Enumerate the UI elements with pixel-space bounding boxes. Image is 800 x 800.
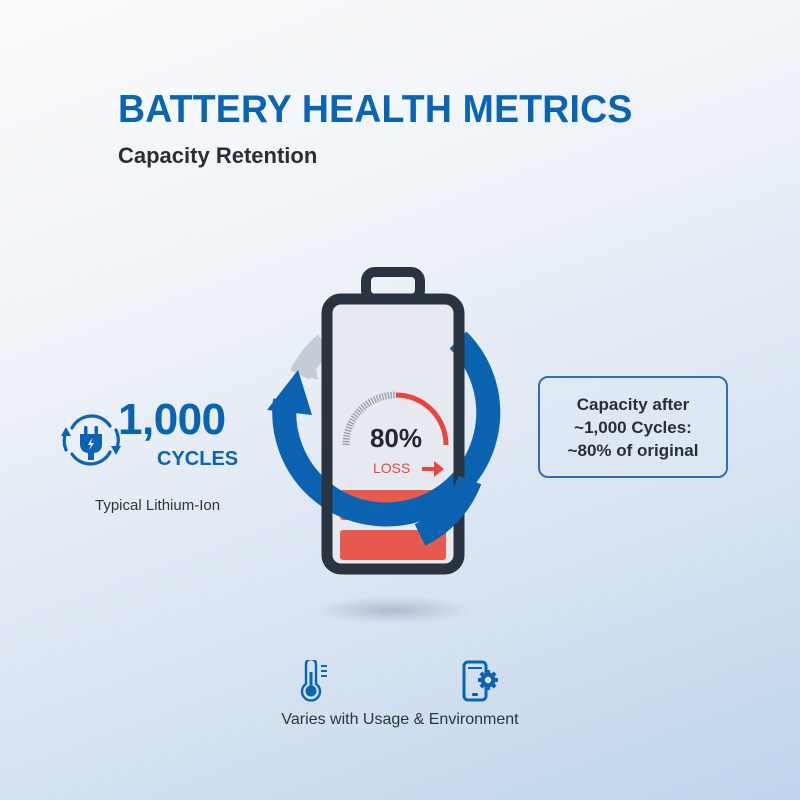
thermometer-icon <box>300 660 327 702</box>
footer-note: Varies with Usage & Environment <box>281 711 519 728</box>
cycles-note: Typical Lithium-Ion <box>95 497 221 514</box>
loss-label: LOSS <box>373 460 411 476</box>
callout-line-1: Capacity after <box>576 394 690 414</box>
capacity-bar-lower <box>340 530 446 560</box>
cycle-arrow <box>272 331 501 527</box>
loss-gauge <box>395 392 449 446</box>
capacity-callout: Capacity after ~1,000 Cycles: ~80% of or… <box>538 376 728 478</box>
battery-shadow <box>313 596 473 624</box>
cycles-value: 1,000 <box>118 395 226 444</box>
battery-graphic <box>267 267 501 624</box>
battery-cap <box>361 267 425 304</box>
callout-line-3: ~80% of original <box>567 440 699 460</box>
page-title: BATTERY HEALTH METRICS <box>118 88 633 131</box>
callout-line-2: ~1,000 Cycles: <box>574 417 692 437</box>
page-subtitle: Capacity Retention <box>118 143 318 168</box>
capacity-percent: 80% <box>369 423 423 453</box>
plug-cycle-icon <box>61 414 121 466</box>
loss-arrow-icon <box>422 461 444 477</box>
cycle-arrow-head <box>267 370 312 415</box>
cycles-label: CYCLES <box>157 448 239 470</box>
phone-settings-icon <box>462 660 498 702</box>
